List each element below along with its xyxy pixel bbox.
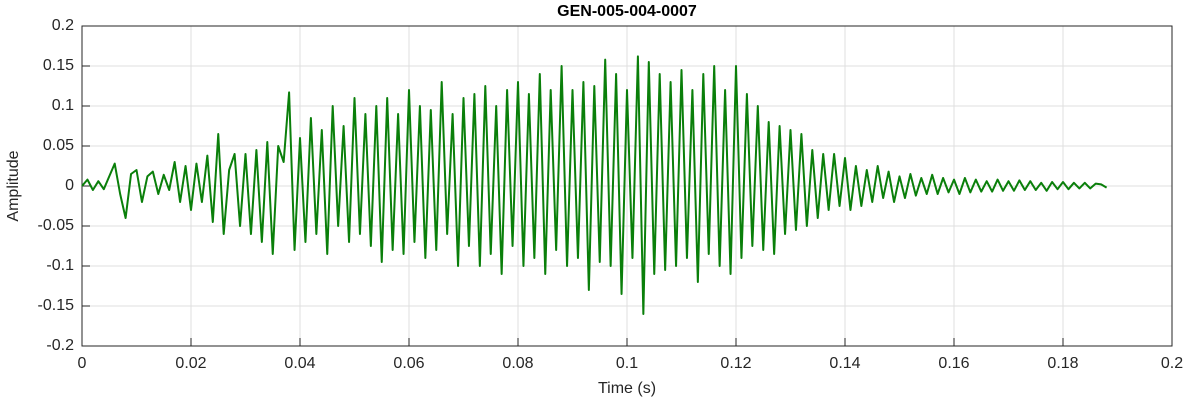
x-tick-label: 0.2 — [1161, 355, 1183, 372]
x-tick-label: 0.12 — [720, 355, 751, 372]
x-tick-label: 0.18 — [1047, 355, 1078, 372]
y-tick-label: -0.2 — [46, 337, 74, 354]
y-tick-label: 0 — [65, 177, 74, 194]
y-tick-label: -0.15 — [38, 297, 75, 314]
y-axis-label: Amplitude — [5, 150, 22, 221]
x-tick-label: 0.04 — [284, 355, 315, 372]
x-tick-label: 0 — [78, 355, 87, 372]
y-tick-label: 0.15 — [43, 57, 74, 74]
x-tick-label: 0.08 — [502, 355, 533, 372]
y-tick-label: -0.05 — [38, 217, 75, 234]
y-tick-label: 0.1 — [52, 97, 74, 114]
x-tick-label: 0.06 — [393, 355, 424, 372]
x-tick-label: 0.16 — [938, 355, 969, 372]
waveform-line — [81, 55, 1108, 315]
x-tick-label: 0.14 — [829, 355, 860, 372]
chart-title: GEN-005-004-0007 — [557, 3, 697, 20]
x-axis-label: Time (s) — [598, 380, 656, 397]
x-tick-label: 0.02 — [175, 355, 206, 372]
x-tick-label: 0.1 — [616, 355, 638, 372]
y-tick-label: -0.1 — [46, 257, 74, 274]
y-tick-label: 0.2 — [52, 17, 74, 34]
y-tick-label: 0.05 — [43, 137, 74, 154]
